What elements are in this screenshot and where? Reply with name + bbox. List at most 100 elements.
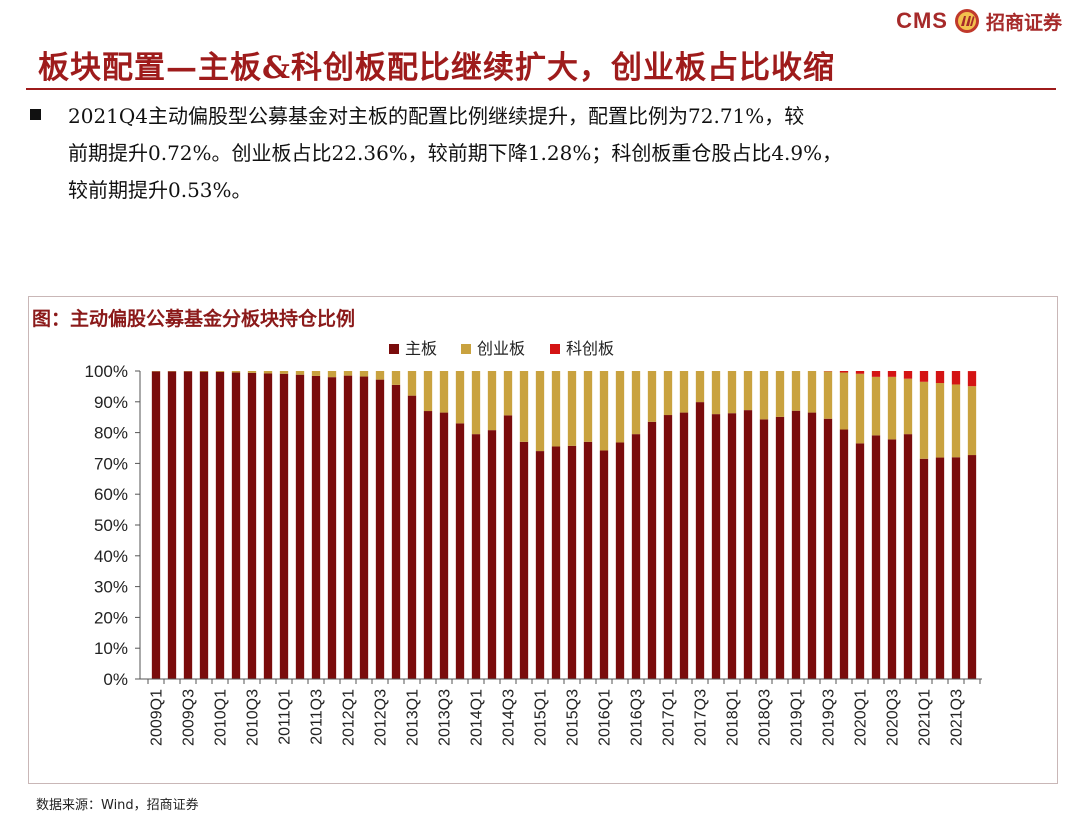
x-tick-label: 2010Q3 xyxy=(245,689,262,746)
bar-segment-main-board xyxy=(583,441,593,679)
legend-swatch xyxy=(389,344,399,354)
bar-segment-chinext xyxy=(327,371,337,378)
x-tick-label: 2016Q3 xyxy=(629,689,646,746)
bar-segment-chinext xyxy=(551,371,561,447)
bar-segment-star-market xyxy=(935,371,945,384)
bar-segment-main-board xyxy=(567,445,577,679)
bar-segment-main-board xyxy=(663,415,673,679)
legend-label: 创业板 xyxy=(477,339,525,358)
bar-segment-main-board xyxy=(247,372,257,679)
bar-segment-star-market xyxy=(855,371,865,374)
bar-segment-chinext xyxy=(743,371,753,411)
x-tick-label: 2021Q1 xyxy=(917,689,934,746)
bar-segment-chinext xyxy=(215,371,225,372)
bar-segment-main-board xyxy=(647,421,657,679)
bar-segment-main-board xyxy=(535,451,545,679)
bar-segment-main-board xyxy=(791,410,801,679)
summary-line: 前期提升0.72%。创业板占比22.36%，较前期下降1.28%；科创板重仓股占… xyxy=(68,141,843,165)
bar-segment-chinext xyxy=(343,371,353,376)
bar-segment-main-board xyxy=(391,384,401,679)
bar-segment-chinext xyxy=(903,378,913,435)
bar-segment-chinext xyxy=(599,371,609,451)
bar-segment-main-board xyxy=(471,434,481,679)
bar-segment-main-board xyxy=(359,376,369,679)
bar-segment-star-market xyxy=(839,371,849,373)
x-tick-label: 2011Q1 xyxy=(277,689,294,745)
bar-segment-star-market xyxy=(967,371,977,387)
bar-segment-chinext xyxy=(631,371,641,435)
bar-segment-chinext xyxy=(615,371,625,443)
bar-segment-main-board xyxy=(695,402,705,679)
bar-segment-main-board xyxy=(295,374,305,679)
bar-segment-chinext xyxy=(423,371,433,412)
legend-label: 主板 xyxy=(405,339,437,358)
bar-segment-chinext xyxy=(455,371,465,424)
bar-segment-main-board xyxy=(327,377,337,679)
bar-segment-main-board xyxy=(343,375,353,679)
summary-paragraph: 2021Q4主动偏股型公募基金对主板的配置比例继续提升，配置比例为72.71%，… xyxy=(68,98,1018,209)
bar-segment-main-board xyxy=(423,411,433,679)
x-tick-label: 2017Q1 xyxy=(661,689,678,746)
bar-segment-main-board xyxy=(279,373,289,679)
data-source-note: 数据来源：Wind，招商证券 xyxy=(36,798,199,813)
figure-caption: 图：主动偏股公募基金分板块持仓比例 xyxy=(32,308,356,330)
bar-segment-main-board xyxy=(487,430,497,679)
bar-segment-chinext xyxy=(871,376,881,436)
y-tick-label: 60% xyxy=(94,485,128,504)
bar-segment-chinext xyxy=(375,371,385,380)
bar-segment-chinext xyxy=(247,371,257,373)
bar-segment-chinext xyxy=(519,371,529,442)
bar-segment-chinext xyxy=(967,386,977,456)
bar-segment-chinext xyxy=(711,371,721,415)
y-tick-label: 70% xyxy=(94,454,128,473)
x-tick-label: 2015Q3 xyxy=(565,689,582,746)
bar-segment-chinext xyxy=(503,371,513,416)
legend-swatch xyxy=(461,344,471,354)
bar-segment-main-board xyxy=(407,395,417,679)
x-tick-label: 2009Q1 xyxy=(149,689,166,746)
x-tick-label: 2013Q3 xyxy=(437,689,454,746)
bar-segment-main-board xyxy=(167,371,177,679)
logo-chinese: 招商证券 xyxy=(985,11,1062,34)
bar-segment-main-board xyxy=(519,441,529,679)
bar-segment-main-board xyxy=(711,414,721,679)
x-tick-label: 2014Q3 xyxy=(501,689,518,746)
bar-segment-chinext xyxy=(727,371,737,414)
bullet-square-icon xyxy=(30,109,41,120)
y-tick-label: 10% xyxy=(94,639,128,658)
bar-segment-chinext xyxy=(487,371,497,431)
x-tick-label: 2020Q1 xyxy=(853,689,870,746)
bar-segment-main-board xyxy=(439,412,449,679)
bar-segment-chinext xyxy=(535,371,545,452)
x-tick-label: 2015Q1 xyxy=(533,689,550,746)
bar-segment-main-board xyxy=(631,434,641,679)
bar-segment-chinext xyxy=(279,371,289,374)
y-tick-label: 0% xyxy=(103,670,128,689)
bar-segment-main-board xyxy=(231,372,241,679)
y-tick-label: 30% xyxy=(94,578,128,597)
bar-segment-chinext xyxy=(855,373,865,444)
bar-segment-main-board xyxy=(839,429,849,679)
summary-line: 2021Q4主动偏股型公募基金对主板的配置比例继续提升，配置比例为72.71%，… xyxy=(68,104,805,128)
bar-segment-star-market xyxy=(887,371,897,377)
bar-segment-chinext xyxy=(759,371,769,420)
bar-segment-main-board xyxy=(215,371,225,679)
bar-segment-chinext xyxy=(231,371,241,373)
bar-segment-chinext xyxy=(823,371,833,419)
bar-segment-main-board xyxy=(455,423,465,679)
bar-segment-main-board xyxy=(311,375,321,679)
y-tick-label: 100% xyxy=(85,362,128,381)
bar-segment-main-board xyxy=(887,439,897,679)
bar-segment-chinext xyxy=(919,381,929,459)
bar-segment-chinext xyxy=(391,371,401,385)
x-tick-label: 2016Q1 xyxy=(597,689,614,746)
bar-segment-main-board xyxy=(503,415,513,679)
bar-segment-main-board xyxy=(919,458,929,679)
cms-emblem-icon xyxy=(954,9,979,33)
page-title: 板块配置—主板&科创板配比继续扩大，创业板占比收缩 xyxy=(38,50,835,86)
summary-line: 较前期提升0.53%。 xyxy=(68,178,252,202)
x-tick-label: 2011Q3 xyxy=(309,689,326,745)
logo-latin: CMS xyxy=(896,8,948,33)
bar-segment-main-board xyxy=(727,413,737,679)
bar-segment-chinext xyxy=(439,371,449,413)
